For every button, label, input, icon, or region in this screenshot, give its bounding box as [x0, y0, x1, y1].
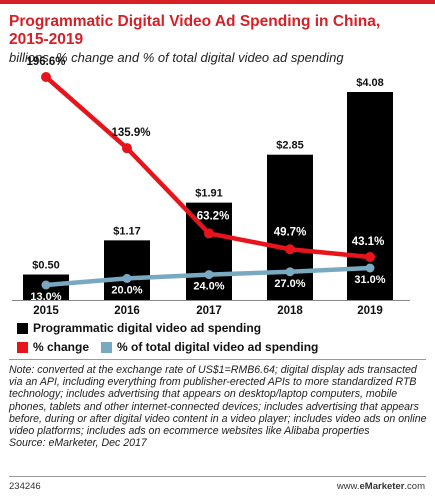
legend-label-bar: Programmatic digital video ad spending [33, 321, 262, 335]
change-label-2018: 49.7% [274, 226, 307, 238]
bar-label-2018: $2.85 [276, 140, 304, 152]
change-point-2017 [204, 228, 214, 239]
change-point-2016 [122, 143, 132, 154]
change-label-2017: 63.2% [197, 210, 230, 222]
share-label-2016: 20.0% [111, 284, 142, 296]
legend-item-change: % change [17, 340, 89, 354]
share-label-2015: 13.0% [30, 291, 61, 303]
site-prefix: www. [336, 481, 360, 492]
chart-subtitle: billions, % change and % of total digita… [9, 50, 344, 65]
footer-site: www.eMarketer.com [337, 481, 425, 492]
legend-item-bar: Programmatic digital video ad spending [17, 321, 261, 335]
x-tick-2017: 2017 [196, 305, 222, 317]
site-brand: eMarketer [359, 481, 405, 492]
share-point-2019 [365, 263, 375, 273]
legend-swatch-bar [17, 322, 28, 334]
share-label-2019: 31.0% [354, 274, 385, 286]
change-label-2015: 196.6% [26, 56, 65, 68]
legend-row-2: % change % of total digital video ad spe… [17, 340, 330, 354]
source-text: Source: eMarketer, Dec 2017 [9, 437, 147, 450]
x-tick-2016: 2016 [114, 305, 140, 317]
change-point-2019 [365, 252, 375, 262]
chart-note: Note: converted at the exchange rate of … [9, 364, 429, 449]
legend-item-share: % of total digital video ad spending [101, 340, 318, 354]
x-tick-2018: 2018 [277, 305, 303, 317]
share-label-2017: 24.0% [193, 281, 224, 293]
chart-id: 234246 [9, 481, 41, 492]
chart-title: Programmatic Digital Video Ad Spending i… [9, 13, 381, 48]
bar-label-2017: $1.91 [195, 188, 223, 200]
note-text: Note: converted at the exchange rate of … [9, 364, 427, 438]
legend-label-change: % change [33, 340, 90, 354]
legend-swatch-change [17, 341, 28, 353]
share-point-2016 [122, 273, 132, 283]
legend-label-share: % of total digital video ad spending [117, 340, 319, 354]
bar-label-2015: $0.50 [32, 260, 60, 272]
chart-plot: $0.50 $1.17 $1.91 $2.85 $4.08 2015 2016 2017 201… [12, 56, 410, 317]
change-point-2015 [41, 72, 51, 82]
bar-2016 [104, 240, 150, 300]
share-label-2018: 27.0% [274, 278, 305, 290]
site-suffix: .com [404, 481, 425, 492]
legend-row-1: Programmatic digital video ad spending [17, 321, 273, 335]
share-point-2017 [204, 270, 214, 280]
brand-top-bar [0, 0, 435, 4]
change-label-2019: 43.1% [352, 236, 385, 248]
change-point-2018 [285, 244, 295, 255]
x-tick-2019: 2019 [357, 305, 383, 317]
change-label-2016: 135.9% [111, 127, 150, 139]
share-point-2018 [285, 267, 295, 277]
x-tick-2015: 2015 [33, 305, 59, 317]
legend-swatch-share [101, 341, 113, 353]
note-divider [9, 359, 426, 360]
bar-label-2016: $1.17 [113, 225, 141, 237]
share-point-2015 [41, 280, 51, 290]
bar-label-2019: $4.08 [356, 77, 384, 89]
footer-divider [9, 476, 426, 477]
